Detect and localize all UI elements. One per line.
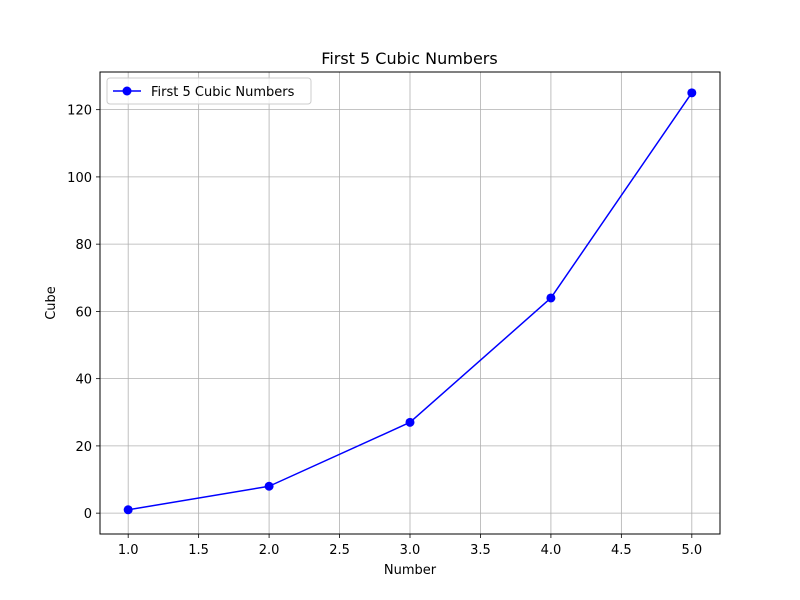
data-point[interactable] xyxy=(546,293,556,303)
x-tick-label: 2.0 xyxy=(259,543,280,558)
y-axis-label: Cube xyxy=(44,286,59,320)
x-tick-label: 2.5 xyxy=(329,543,350,558)
x-tick-label: 4.0 xyxy=(541,543,562,558)
grid-lines xyxy=(100,72,720,534)
legend-marker-sample xyxy=(122,86,132,96)
legend-label: First 5 Cubic Numbers xyxy=(151,85,295,100)
y-tick-label: 40 xyxy=(75,373,92,388)
x-tick-label: 1.5 xyxy=(188,543,209,558)
legend: First 5 Cubic Numbers xyxy=(106,77,312,105)
series-layer xyxy=(123,88,697,515)
chart-title: First 5 Cubic Numbers xyxy=(321,49,497,68)
y-tick-label: 120 xyxy=(67,104,92,119)
data-point[interactable] xyxy=(405,417,415,427)
data-point[interactable] xyxy=(264,481,274,491)
legend-box xyxy=(106,77,312,105)
x-tick-label: 1.0 xyxy=(118,543,139,558)
data-point[interactable] xyxy=(687,88,697,98)
x-tick-label: 3.5 xyxy=(470,543,491,558)
y-tick-label: 60 xyxy=(75,305,92,320)
y-axis-ticks: 0 20 40 60 80 100 120 xyxy=(67,104,100,522)
y-tick-label: 20 xyxy=(75,440,92,455)
y-tick-label: 100 xyxy=(67,171,92,186)
x-tick-label: 5.0 xyxy=(681,543,702,558)
x-tick-label: 3.0 xyxy=(400,543,421,558)
x-axis-ticks: 1.0 1.5 2.0 2.5 3.0 3.5 4.0 4.5 5.0 xyxy=(118,534,702,558)
x-axis-label: Number xyxy=(384,563,437,578)
y-tick-label: 0 xyxy=(84,507,92,522)
y-tick-label: 80 xyxy=(75,238,92,253)
x-tick-label: 4.5 xyxy=(611,543,632,558)
data-point[interactable] xyxy=(123,505,133,515)
